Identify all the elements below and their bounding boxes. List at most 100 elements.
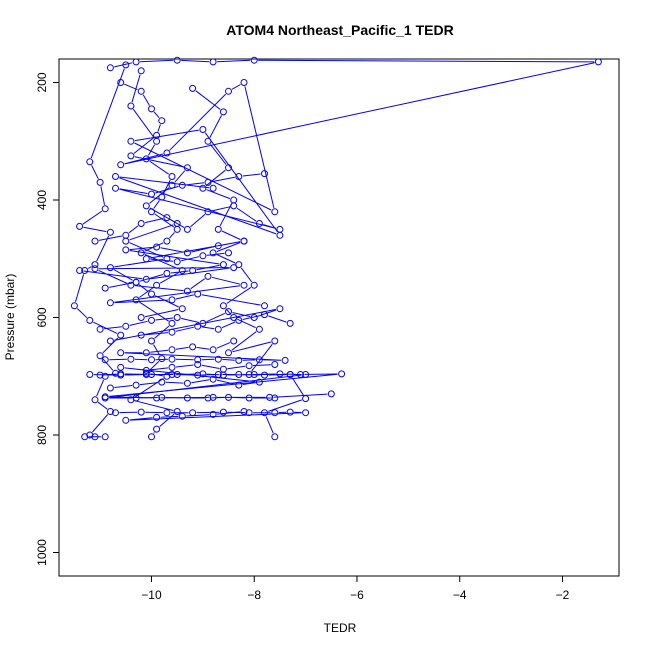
data-point: [255, 220, 263, 227]
data-point: [127, 355, 135, 363]
data-point: [327, 390, 335, 398]
data-point: [302, 395, 310, 403]
data-point: [240, 237, 248, 245]
data-point: [163, 409, 171, 417]
data-point: [209, 58, 217, 66]
data-point: [127, 102, 135, 110]
data-point: [163, 149, 171, 157]
data-point: [214, 325, 222, 333]
data-point: [158, 193, 166, 201]
data-point: [204, 178, 212, 186]
data-point: [194, 361, 202, 368]
data-point: [137, 314, 145, 321]
data-point: [112, 409, 119, 417]
data-point: [204, 272, 212, 280]
data-point: [168, 363, 176, 371]
data-point: [594, 58, 602, 66]
data-point: [194, 290, 202, 298]
data-point: [240, 79, 248, 86]
data-point: [137, 249, 145, 257]
data-point: [225, 164, 232, 172]
data-point: [158, 117, 166, 125]
data-point: [137, 408, 145, 416]
series-line-12: [114, 364, 271, 388]
data-point: [163, 269, 171, 277]
data-point: [219, 365, 227, 373]
data-point: [117, 363, 125, 371]
data-point: [235, 261, 243, 269]
data-point: [250, 56, 258, 64]
data-point: [338, 370, 346, 378]
data-point: [173, 314, 181, 321]
data-point: [106, 408, 114, 415]
data-point: [142, 371, 150, 378]
data-point: [117, 331, 125, 339]
data-point: [230, 314, 238, 321]
data-point: [189, 343, 197, 351]
data-point: [137, 67, 145, 75]
data-point: [101, 205, 109, 213]
data-point: [219, 108, 227, 116]
data-point: [96, 325, 104, 333]
data-point: [261, 170, 268, 178]
data-point: [148, 208, 155, 216]
data-point: [199, 184, 207, 192]
data-point: [230, 196, 238, 204]
data-point: [158, 355, 166, 363]
data-point: [199, 319, 207, 327]
data-point: [158, 378, 166, 386]
data-point: [255, 356, 263, 364]
y-axis: 200 400 600 800 1000: [35, 72, 59, 566]
data-point: [173, 371, 181, 378]
data-point: [271, 361, 279, 368]
x-tick-label: −4: [453, 588, 467, 602]
data-point: [183, 287, 191, 295]
x-axis-label: TEDR: [324, 621, 357, 635]
data-point: [189, 409, 197, 417]
data-point: [209, 184, 217, 192]
data-point: [245, 409, 253, 417]
chart-title: ATOM4 Northeast_Pacific_1 TEDR: [226, 22, 453, 38]
data-point: [163, 237, 171, 245]
data-point: [117, 371, 125, 379]
data-point: [148, 105, 155, 113]
data-point: [302, 409, 310, 417]
data-point: [142, 155, 150, 163]
data-point: [163, 255, 171, 263]
data-point: [271, 208, 279, 216]
data-point: [101, 284, 109, 292]
data-point: [122, 231, 130, 239]
data-point: [96, 178, 104, 186]
data-point: [137, 220, 145, 227]
data-point: [91, 265, 99, 273]
data-point: [168, 346, 176, 354]
data-point: [261, 409, 268, 417]
data-point: [209, 346, 217, 354]
data-point: [153, 281, 161, 289]
data-point: [148, 190, 155, 198]
data-point: [76, 267, 84, 274]
data-point: [230, 202, 238, 210]
y-axis-label: Pressure (mbar): [3, 274, 17, 361]
data-point: [194, 371, 202, 379]
data-point: [122, 237, 130, 245]
data-traces: [75, 59, 595, 438]
data-point: [209, 410, 217, 418]
data-point: [225, 87, 232, 95]
data-point: [142, 255, 150, 263]
data-point: [117, 79, 125, 86]
data-point: [271, 433, 279, 441]
data-point: [168, 371, 176, 378]
series-line-9: [109, 342, 282, 361]
data-point: [261, 371, 268, 379]
x-axis: −10 −8 −6 −4 −2: [141, 576, 570, 602]
data-point: [148, 356, 155, 364]
data-point: [255, 325, 263, 333]
data-point: [199, 126, 207, 133]
data-point: [122, 416, 130, 424]
data-point: [276, 225, 284, 233]
data-point: [178, 267, 186, 274]
plot-frame: [58, 58, 620, 577]
data-point: [173, 220, 181, 227]
data-point: [168, 355, 176, 363]
